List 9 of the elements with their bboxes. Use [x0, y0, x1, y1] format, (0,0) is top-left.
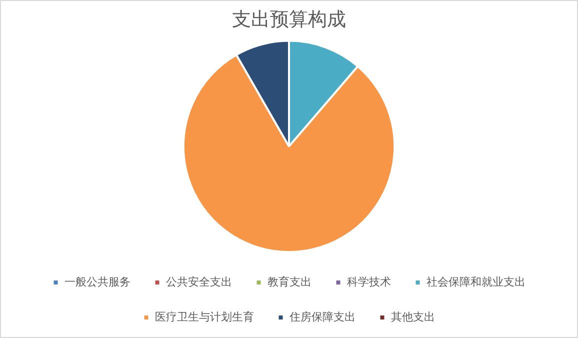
legend-label: 住房保障支出 — [289, 310, 356, 324]
legend-label: 科学技术 — [346, 275, 391, 288]
legend-label: 公共安全支出 — [166, 275, 232, 288]
legend-label: 一般公共服务 — [64, 275, 130, 288]
legend-label: 教育支出 — [267, 275, 312, 288]
legend-label: 医疗卫生与计划生育 — [154, 310, 254, 324]
legend-label: 其他支出 — [390, 310, 435, 324]
chart-title: 支出预算构成 — [232, 8, 346, 30]
legend-label: 社会保障和就业支出 — [426, 275, 526, 288]
